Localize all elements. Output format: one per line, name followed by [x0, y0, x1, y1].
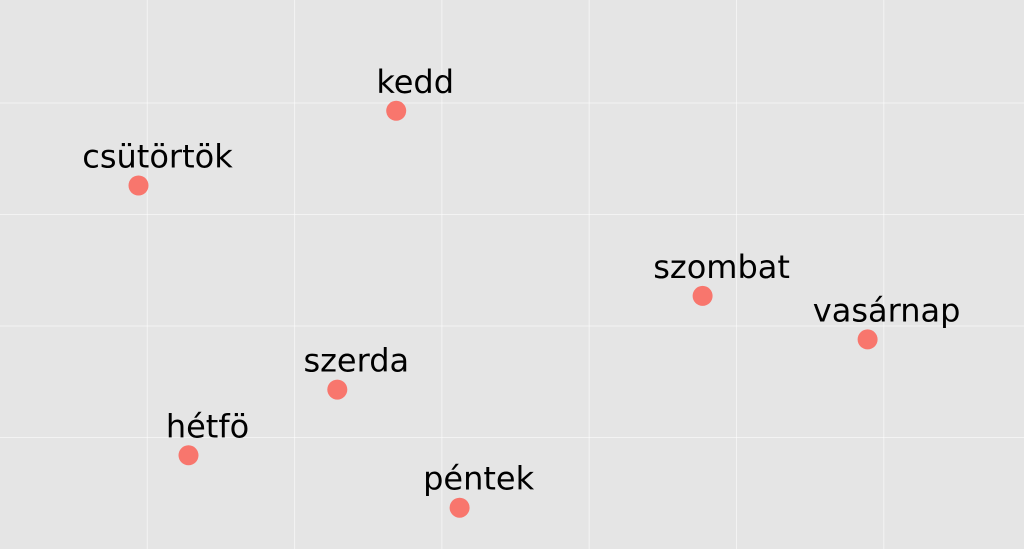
point-label: hétfö — [166, 407, 249, 445]
point-labels: hétfö kedd szerda csütörtök péntek szombat vas… — [82, 63, 960, 498]
point-label: vasárnap — [813, 291, 961, 329]
point-label: kedd — [376, 63, 454, 101]
data-point — [857, 329, 878, 350]
data-point — [128, 175, 149, 196]
point-label: szombat — [653, 248, 790, 286]
data-point — [692, 285, 713, 306]
data-point — [178, 445, 199, 466]
point-label: péntek — [423, 460, 535, 498]
point-label: csütörtök — [82, 138, 233, 176]
data-points — [128, 100, 878, 518]
point-label: szerda — [303, 342, 409, 380]
data-point — [386, 100, 407, 121]
data-point — [449, 497, 470, 518]
data-point — [327, 379, 348, 400]
